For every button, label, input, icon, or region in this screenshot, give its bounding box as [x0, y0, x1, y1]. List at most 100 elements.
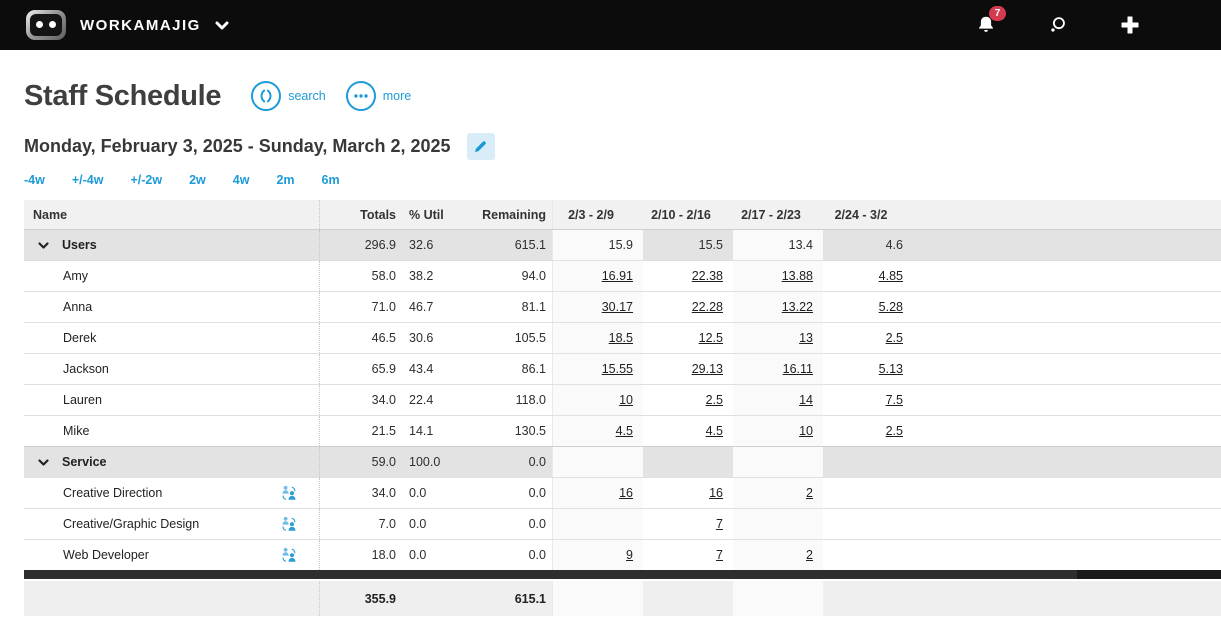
util-cell: 43.4	[409, 362, 434, 376]
week-hours-link[interactable]: 14	[799, 393, 813, 407]
week-hours-link[interactable]: 22.38	[691, 269, 723, 283]
week-hours-link[interactable]: 4.5	[615, 424, 633, 438]
week-hours-cell: 15.55	[553, 354, 643, 384]
staff-name: Derek	[63, 331, 97, 345]
quick-link-2w[interactable]: 2w	[189, 172, 206, 187]
week-hours-cell: 13	[733, 323, 823, 353]
week-hours-link[interactable]: 2	[806, 486, 813, 500]
week-hours-link[interactable]: 10	[619, 393, 633, 407]
footer-week-cell	[733, 581, 823, 616]
week-hours-link[interactable]: 4.5	[705, 424, 723, 438]
week-hours-cell: 15.5	[698, 238, 723, 252]
assign-people-icon[interactable]	[281, 516, 297, 532]
edit-date-range-button[interactable]	[466, 132, 495, 160]
notifications-button[interactable]: 7	[965, 4, 1007, 46]
column-header-week-4: 2/24 - 3/2	[834, 207, 888, 222]
week-hours-link[interactable]: 16.91	[601, 269, 633, 283]
week-hours-cell: 2	[733, 540, 823, 570]
row-web-developer: Web Developer 18.0 0.0 0.0 9 7 2	[24, 539, 1221, 570]
week-hours-link[interactable]: 2.5	[885, 424, 903, 438]
remaining-cell: 86.1	[455, 354, 553, 384]
week-hours-link[interactable]: 15.55	[601, 362, 633, 376]
quick-link-6m[interactable]: 6m	[321, 172, 340, 187]
week-hours-cell: 4.5	[553, 416, 643, 446]
assign-people-icon[interactable]	[281, 485, 297, 501]
global-search-button[interactable]	[1037, 4, 1079, 46]
column-header-week-1: 2/3 - 2/9	[568, 207, 614, 222]
title-actions: search more	[251, 81, 411, 111]
week-hours-link[interactable]: 9	[626, 548, 633, 562]
week-hours-link[interactable]: 18.5	[608, 331, 633, 345]
week-hours-link[interactable]: 2.5	[885, 331, 903, 345]
header-filler	[913, 200, 1221, 229]
footer-week-cell	[643, 581, 733, 616]
row-anna: Anna 71.0 46.7 81.1 30.17 22.28 13.22 5.28	[24, 291, 1221, 322]
week-hours-cell: 2.5	[643, 385, 733, 415]
search-toggle-icon	[251, 81, 282, 111]
chevron-down-icon	[215, 21, 229, 29]
scrollbar-thumb[interactable]	[1077, 570, 1221, 579]
week-hours-link[interactable]: 4.85	[878, 269, 903, 283]
week-hours-link[interactable]: 7.5	[885, 393, 903, 407]
week-hours-link[interactable]: 13.22	[781, 300, 813, 314]
week-hours-link[interactable]: 5.28	[878, 300, 903, 314]
group-row-service[interactable]: Service 59.0 100.0 0.0	[24, 446, 1221, 477]
week-hours-cell: 13.88	[733, 261, 823, 291]
week-hours-cell: 14	[733, 385, 823, 415]
week-hours-link[interactable]: 30.17	[601, 300, 633, 314]
remaining-cell: 118.0	[455, 385, 553, 415]
week-hours-link[interactable]: 12.5	[698, 331, 723, 345]
staff-name: Creative/Graphic Design	[63, 517, 200, 531]
week-hours-link[interactable]: 16.11	[782, 362, 813, 376]
brand-menu[interactable]: WORKAMAJIG	[26, 10, 229, 40]
week-hours-link[interactable]: 7	[716, 548, 723, 562]
page-title: Staff Schedule	[24, 79, 222, 112]
row-filler	[913, 354, 1221, 384]
week-hours-link[interactable]: 29.13	[691, 362, 723, 376]
week-hours-cell: 5.13	[823, 354, 913, 384]
row-filler	[913, 385, 1221, 415]
assign-people-icon[interactable]	[281, 547, 297, 563]
totals-cell: 59.0	[371, 455, 396, 469]
week-hours-cell: 13.4	[733, 230, 823, 260]
footer-util-cell	[400, 581, 455, 616]
week-hours-link[interactable]: 13.88	[781, 269, 813, 283]
week-hours-link[interactable]: 22.28	[691, 300, 723, 314]
week-hours-cell: 18.5	[553, 323, 643, 353]
quick-link-4w[interactable]: -4w	[24, 172, 45, 187]
collapse-chevron-icon[interactable]	[38, 241, 49, 249]
add-new-button[interactable]	[1109, 4, 1151, 46]
name-cell: Mike	[24, 416, 320, 446]
name-cell: Lauren	[24, 385, 320, 415]
row-creative-direction: Creative Direction 34.0 0.0 0.0 16 16 2	[24, 477, 1221, 508]
week-hours-cell	[733, 509, 823, 539]
week-hours-link[interactable]: 7	[716, 517, 723, 531]
week-hours-cell: 7	[643, 509, 733, 539]
horizontal-scrollbar[interactable]	[24, 570, 1221, 579]
search-toggle-button[interactable]: search	[251, 81, 326, 111]
week-hours-cell	[643, 447, 733, 477]
remaining-cell: 81.1	[455, 292, 553, 322]
quick-link-2m[interactable]: 2m	[276, 172, 295, 187]
week-hours-link[interactable]: 16	[709, 486, 723, 500]
week-hours-link[interactable]: 2	[806, 548, 813, 562]
week-hours-link[interactable]: 5.13	[878, 362, 903, 376]
row-filler	[913, 261, 1221, 291]
group-row-users[interactable]: Users 296.9 32.6 615.1 15.9 15.5 13.4 4.6	[24, 229, 1221, 260]
row-creative-graphic-design: Creative/Graphic Design 7.0 0.0 0.0 7	[24, 508, 1221, 539]
more-button[interactable]: more	[345, 81, 411, 111]
util-cell: 100.0	[409, 455, 441, 469]
name-cell: Creative Direction	[24, 478, 320, 508]
column-header-remaining: Remaining	[455, 200, 553, 229]
quick-link-4w[interactable]: +/-4w	[71, 172, 104, 187]
week-hours-link[interactable]: 13	[799, 331, 813, 345]
week-hours-link[interactable]: 16	[619, 486, 633, 500]
staff-name: Amy	[63, 269, 88, 283]
week-hours-cell: 15.9	[553, 230, 643, 260]
week-hours-link[interactable]: 10	[799, 424, 813, 438]
name-cell: Amy	[24, 261, 320, 291]
week-hours-link[interactable]: 2.5	[705, 393, 723, 407]
quick-link-2w[interactable]: +/-2w	[130, 172, 163, 187]
collapse-chevron-icon[interactable]	[38, 458, 49, 466]
quick-link-4w[interactable]: 4w	[232, 172, 250, 187]
